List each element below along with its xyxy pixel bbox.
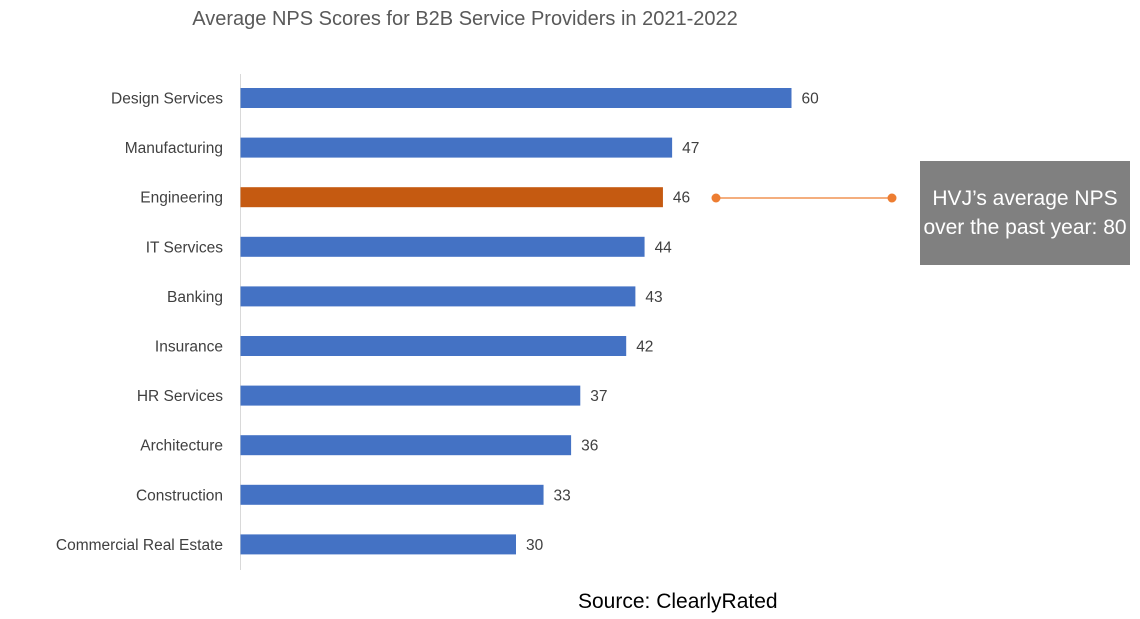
category-label: Insurance [155, 339, 223, 356]
category-label: Banking [167, 289, 223, 306]
category-label: Design Services [111, 91, 223, 108]
data-label: 43 [645, 289, 662, 306]
data-label: 37 [590, 388, 607, 405]
data-label: 46 [673, 190, 690, 207]
bar-engineering [240, 187, 663, 208]
data-label: 36 [581, 438, 598, 455]
bar-design-services [240, 88, 792, 108]
category-label: HR Services [137, 388, 223, 405]
category-label: Commercial Real Estate [56, 537, 223, 554]
category-label: IT Services [146, 239, 223, 256]
connector-end-dot [887, 193, 897, 203]
source-note: Source: ClearlyRated [578, 590, 778, 613]
callout-text: HVJ’s average NPS over the past year: 80 [923, 187, 1127, 239]
data-label: 30 [526, 537, 544, 554]
callout-annotation: HVJ’s average NPS over the past year: 80 [920, 161, 1130, 265]
bar-construction [240, 484, 544, 505]
bar-it-services [240, 236, 645, 257]
category-label: Architecture [140, 438, 223, 455]
bar-hr-services [240, 385, 581, 406]
category-label: Engineering [140, 190, 223, 207]
connector-start-dot [711, 193, 721, 203]
chart-title: Average NPS Scores for B2B Service Provi… [192, 8, 737, 30]
data-label: 60 [802, 91, 820, 108]
bar-insurance [240, 336, 627, 356]
category-label: Manufacturing [125, 140, 223, 157]
bar-manufacturing [240, 137, 673, 158]
data-label: 33 [554, 487, 571, 504]
bar-commercial-real-estate [240, 534, 516, 555]
data-label: 44 [655, 239, 673, 256]
bar-banking [240, 286, 636, 307]
bar-architecture [240, 435, 572, 456]
data-label: 42 [636, 339, 653, 356]
category-label: Construction [136, 487, 223, 504]
data-label: 47 [682, 140, 699, 157]
